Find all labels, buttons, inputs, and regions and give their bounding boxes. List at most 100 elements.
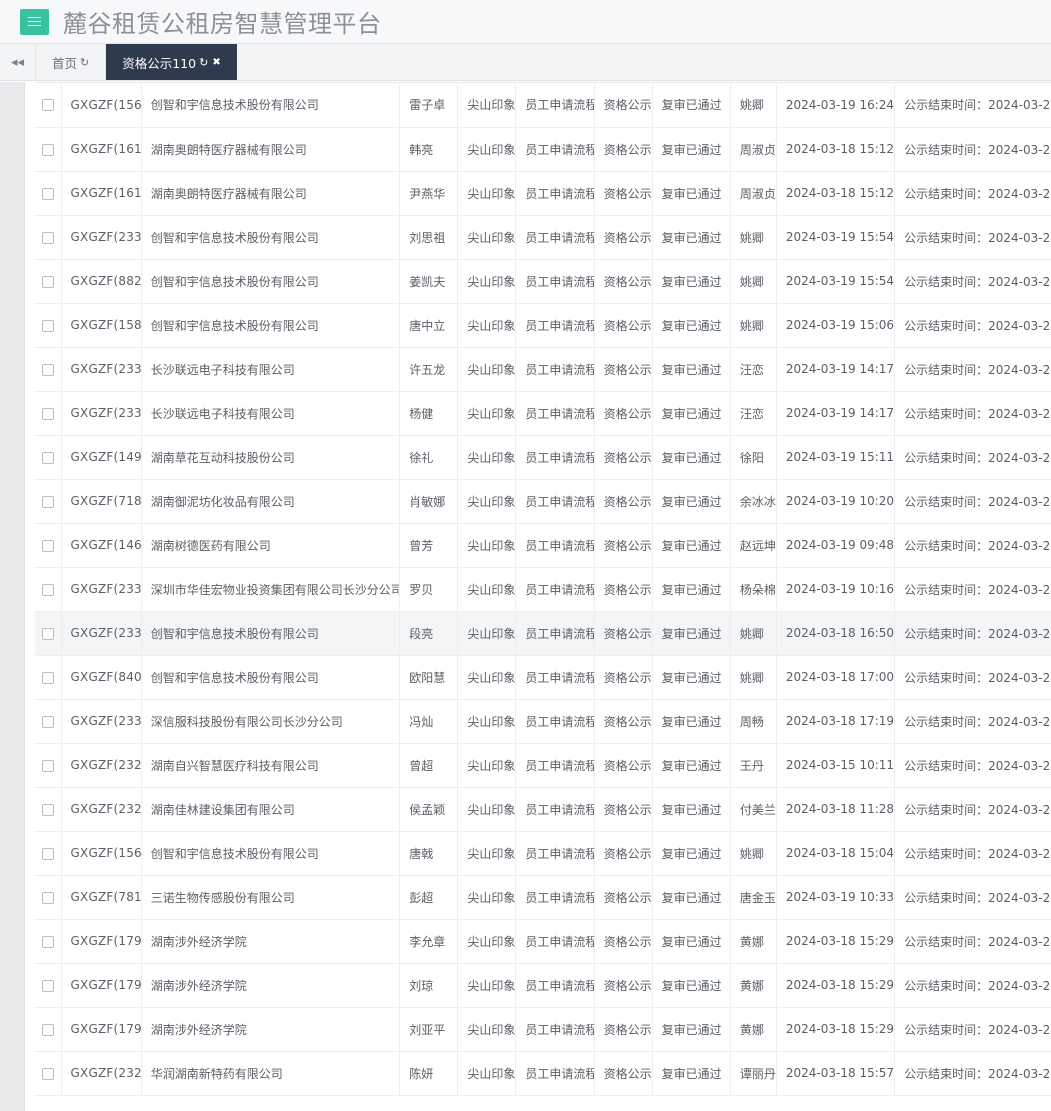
table-row[interactable]: GXGZF(23318)长沙联远电子科技有限公司杨健尖山印象员工申请流程资格公示… (35, 391, 1051, 436)
row-checkbox[interactable] (41, 407, 54, 420)
hamburger-icon[interactable] (20, 8, 49, 35)
table-row[interactable]: GXGZF(15648)创智和宇信息技术股份有限公司唐戟尖山印象员工申请流程资格… (35, 831, 1051, 876)
table-row[interactable]: GXGZF(16110)湖南奥朗特医疗器械有限公司韩亮尖山印象员工申请流程资格公… (35, 127, 1051, 172)
table-row[interactable]: GXGZF(1799)湖南涉外经济学院刘亚平尖山印象员工申请流程资格公示复审已通… (35, 1007, 1051, 1052)
refresh-icon[interactable]: ↻ (80, 55, 90, 69)
row-checkbox[interactable] (41, 99, 54, 112)
row-checkbox[interactable] (41, 803, 54, 816)
row-checkbox-cell[interactable] (35, 875, 62, 920)
row-checkbox[interactable] (41, 935, 54, 948)
row-checkbox-cell[interactable] (35, 1051, 62, 1096)
operator-name: 周淑贞 (730, 171, 777, 216)
row-checkbox[interactable] (41, 671, 54, 684)
row-checkbox-cell[interactable] (35, 655, 62, 700)
applicant-name: 段亮 (399, 611, 459, 656)
row-checkbox[interactable] (41, 1067, 54, 1080)
row-checkbox-cell[interactable] (35, 127, 62, 172)
project-name: 尖山印象 (457, 479, 517, 524)
row-checkbox-cell[interactable] (35, 171, 62, 216)
table-row[interactable]: GXGZF(8828)创智和宇信息技术股份有限公司姜凯夫尖山印象员工申请流程资格… (35, 259, 1051, 304)
row-checkbox[interactable] (41, 319, 54, 332)
submit-time: 2024-03-19 15:54:07 (776, 215, 896, 260)
row-checkbox-cell[interactable] (35, 567, 62, 612)
table-row[interactable]: GXGZF(1582)创智和宇信息技术股份有限公司唐中立尖山印象员工申请流程资格… (35, 303, 1051, 348)
row-checkbox[interactable] (41, 847, 54, 860)
row-checkbox-cell[interactable] (35, 523, 62, 568)
status-text: 复审已通过 (652, 303, 731, 348)
row-checkbox[interactable] (41, 891, 54, 904)
table-row[interactable]: GXGZF(16104)湖南奥朗特医疗器械有限公司尹燕华尖山印象员工申请流程资格… (35, 171, 1051, 216)
flow-name: 员工申请流程 (515, 699, 595, 744)
row-checkbox[interactable] (41, 715, 54, 728)
row-checkbox[interactable] (41, 1023, 54, 1036)
flow-name: 员工申请流程 (515, 171, 595, 216)
row-checkbox-cell[interactable] (35, 831, 62, 876)
table-row[interactable]: GXGZF(23323)创智和宇信息技术股份有限公司刘思祖尖山印象员工申请流程资… (35, 215, 1051, 260)
table-row[interactable]: GXGZF(23296)华润湖南新特药有限公司陈妍尖山印象员工申请流程资格公示复… (35, 1051, 1051, 1096)
stage-name: 资格公示 (594, 1051, 653, 1096)
row-checkbox-cell[interactable] (35, 259, 62, 304)
row-checkbox-cell[interactable] (35, 347, 62, 392)
table-row[interactable]: GXGZF(23317)长沙联远电子科技有限公司许五龙尖山印象员工申请流程资格公… (35, 347, 1051, 392)
table-row[interactable]: GXGZF(23313)深圳市华佳宏物业投资集团有限公司长沙分公司罗贝尖山印象员… (35, 567, 1051, 612)
row-checkbox[interactable] (41, 539, 54, 552)
row-checkbox-cell[interactable] (35, 1007, 62, 1052)
status-text: 复审已通过 (652, 347, 731, 392)
row-checkbox[interactable] (41, 451, 54, 464)
row-checkbox-cell[interactable] (35, 303, 62, 348)
row-checkbox-cell[interactable] (35, 479, 62, 524)
record-code: GXGZF(15648) (61, 831, 142, 876)
records-table-container[interactable]: GXGZF(15670)创智和宇信息技术股份有限公司雷子卓尖山印象员工申请流程资… (35, 82, 1051, 1111)
table-row[interactable]: GXGZF(718) 湖南御泥坊化妆品有限公司 肖敏娜 尖山印象 员工申请流程 资格公示复… (35, 479, 1051, 524)
row-checkbox-cell[interactable] (35, 743, 62, 788)
company-name: 湖南树德医药有限公司 (141, 523, 401, 568)
submit-time: 2024-03-19 10:33:16 (776, 875, 896, 920)
table-row[interactable]: GXGZF(7812)三诺生物传感股份有限公司彭超尖山印象员工申请流程资格公示复… (35, 875, 1051, 920)
row-checkbox[interactable] (41, 495, 54, 508)
row-checkbox-cell[interactable] (35, 787, 62, 832)
table-row[interactable]: GXGZF(15670)创智和宇信息技术股份有限公司雷子卓尖山印象员工申请流程资… (35, 83, 1051, 128)
row-checkbox-cell[interactable] (35, 699, 62, 744)
table-row[interactable]: GXGZF(1797)湖南涉外经济学院刘琼尖山印象员工申请流程资格公示复审已通过… (35, 963, 1051, 1008)
table-row[interactable]: GXGZF(14963)湖南草花互动科技股份公司徐礼尖山印象员工申请流程资格公示… (35, 435, 1051, 480)
operator-name: 徐阳 (730, 435, 777, 480)
row-checkbox-cell[interactable] (35, 215, 62, 260)
double-chevron-left-icon[interactable]: ◂◂ (0, 44, 36, 80)
applicant-name: 欧阳慧 (399, 655, 459, 700)
table-row[interactable]: GXGZF(1466)湖南树德医药有限公司曾芳尖山印象员工申请流程资格公示复审已… (35, 523, 1051, 568)
row-checkbox[interactable] (41, 187, 54, 200)
row-checkbox[interactable] (41, 979, 54, 992)
table-row[interactable]: GXGZF(23221)湖南自兴智慧医疗科技有限公司曾超尖山印象员工申请流程资格… (35, 743, 1051, 788)
company-name: 湖南涉外经济学院 (141, 1007, 401, 1052)
tab-home[interactable]: 首页 ↻ (36, 44, 107, 80)
table-row[interactable]: GXGZF(23259)湖南佳林建设集团有限公司侯孟颖尖山印象员工申请流程资格公… (35, 787, 1051, 832)
row-checkbox-cell[interactable] (35, 611, 62, 656)
row-checkbox[interactable] (41, 627, 54, 640)
row-checkbox[interactable] (41, 759, 54, 772)
row-checkbox-cell[interactable] (35, 963, 62, 1008)
row-checkbox-cell[interactable] (35, 83, 62, 128)
refresh-icon[interactable]: ↻ (199, 55, 209, 69)
submit-time: 2024-03-19 15:54:07 (776, 259, 896, 304)
row-checkbox[interactable] (41, 275, 54, 288)
tab-qualification-publicity[interactable]: 资格公示110 ↻ ✖ (106, 44, 237, 80)
flow-name: 员工申请流程 (515, 479, 595, 524)
row-checkbox-cell[interactable] (35, 391, 62, 436)
row-checkbox-cell[interactable] (35, 919, 62, 964)
record-code: GXGZF(1582) (61, 303, 142, 348)
operator-name: 姚卿 (730, 215, 777, 260)
row-checkbox[interactable] (41, 143, 54, 156)
publicity-note: 公示结束时间：2024-03-26 14:33:05 (894, 787, 1051, 832)
close-icon[interactable]: ✖ (212, 56, 221, 68)
company-name: 湖南奥朗特医疗器械有限公司 (141, 171, 401, 216)
flow-name: 员工申请流程 (515, 391, 595, 436)
row-checkbox[interactable] (41, 363, 54, 376)
publicity-note: 公示结束时间：2024-03-26 16:30:02 (894, 171, 1051, 216)
table-row[interactable]: GXGZF(8404)创智和宇信息技术股份有限公司欧阳慧尖山印象员工申请流程资格… (35, 655, 1051, 700)
row-checkbox[interactable] (41, 583, 54, 596)
table-row[interactable]: GXGZF(23300)创智和宇信息技术股份有限公司段亮尖山印象员工申请流程资格… (35, 611, 1051, 656)
row-checkbox[interactable] (41, 231, 54, 244)
row-checkbox-cell[interactable] (35, 435, 62, 480)
table-row[interactable]: GXGZF(1798)湖南涉外经济学院李允章尖山印象员工申请流程资格公示复审已通… (35, 919, 1051, 964)
table-row[interactable]: GXGZF(23303)深信服科技股份有限公司长沙分公司冯灿尖山印象员工申请流程… (35, 699, 1051, 744)
